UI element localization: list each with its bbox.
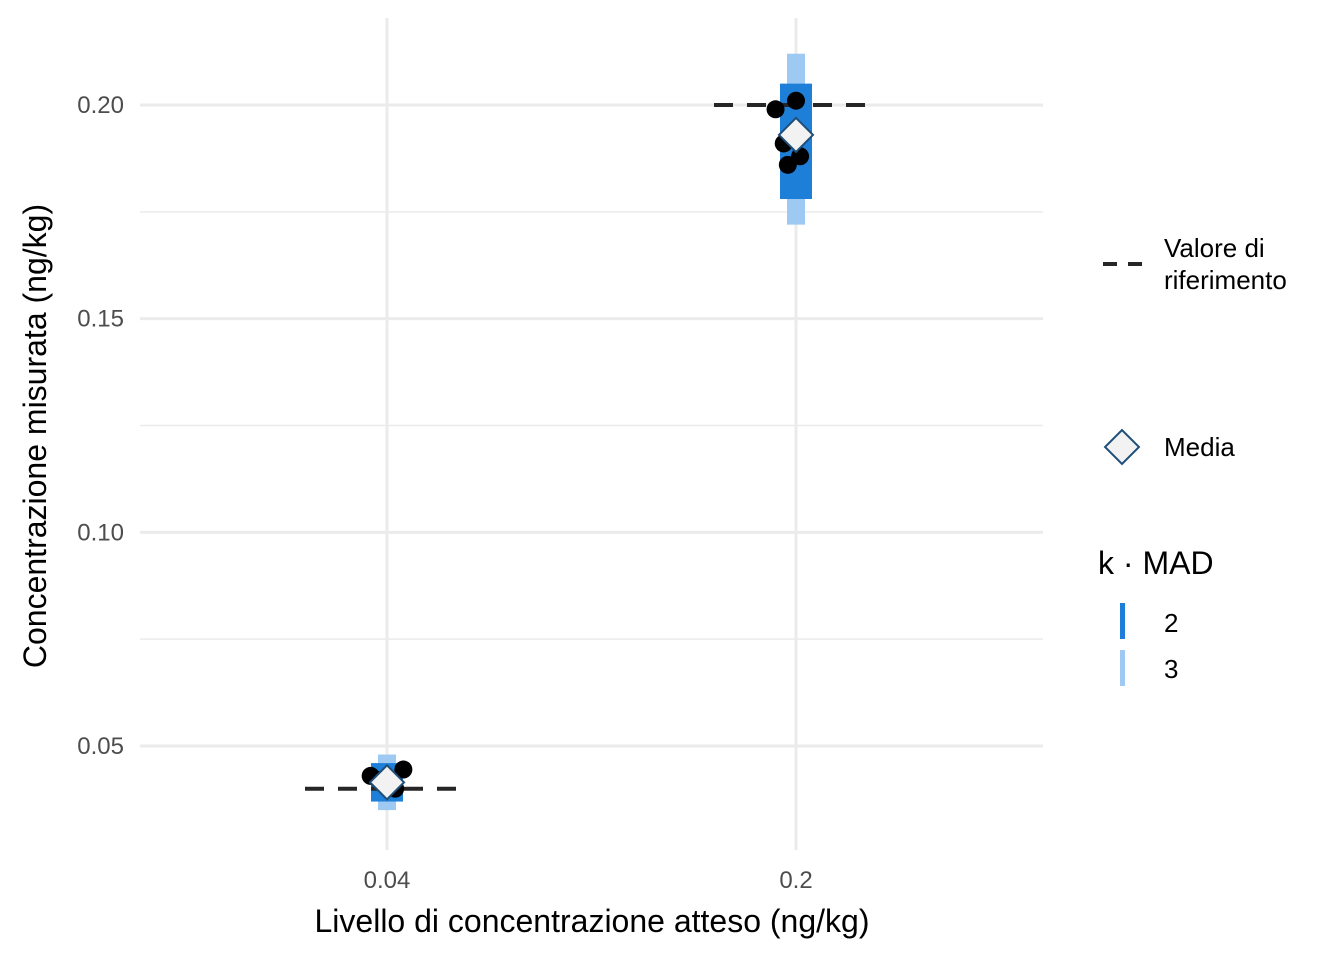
data-point: [787, 91, 805, 110]
legend-band-k3-label: 3: [1164, 654, 1178, 684]
legend: Valore di riferimento Media k · MAD 2 3: [1098, 233, 1287, 686]
data-point: [766, 100, 785, 119]
y-axis-title: Concentrazione misurata (ng/kg): [17, 204, 53, 668]
y-tick-label: 0.05: [77, 733, 124, 760]
legend-reference-label-line2: riferimento: [1164, 265, 1287, 295]
x-tick-label: 0.04: [364, 867, 411, 894]
grid: [140, 18, 1043, 850]
data-point: [778, 155, 797, 174]
data-point: [394, 760, 413, 779]
y-tick-labels: 0.05 0.10 0.15 0.20: [77, 92, 124, 760]
legend-mean-label: Media: [1164, 432, 1235, 462]
legend-band-k2-key: [1120, 603, 1125, 639]
y-tick-label: 0.20: [77, 92, 124, 119]
legend-band-k3-key: [1120, 650, 1125, 686]
legend-mean-key: [1103, 428, 1141, 466]
y-tick-label: 0.15: [77, 306, 124, 333]
data-points: [361, 91, 810, 798]
y-tick-label: 0.10: [77, 519, 124, 546]
legend-band-k2-label: 2: [1164, 608, 1178, 638]
x-axis-title: Livello di concentrazione atteso (ng/kg): [315, 903, 870, 939]
x-tick-label: 0.2: [779, 867, 812, 894]
mean-marker: [777, 116, 815, 154]
legend-reference-label-line1: Valore di: [1164, 233, 1265, 263]
x-tick-labels: 0.04 0.2: [364, 867, 813, 894]
legend-band-title: k · MAD: [1098, 545, 1214, 581]
mad-bands: [371, 53, 812, 811]
mean-markers: [368, 116, 815, 801]
mean-marker: [368, 763, 406, 801]
